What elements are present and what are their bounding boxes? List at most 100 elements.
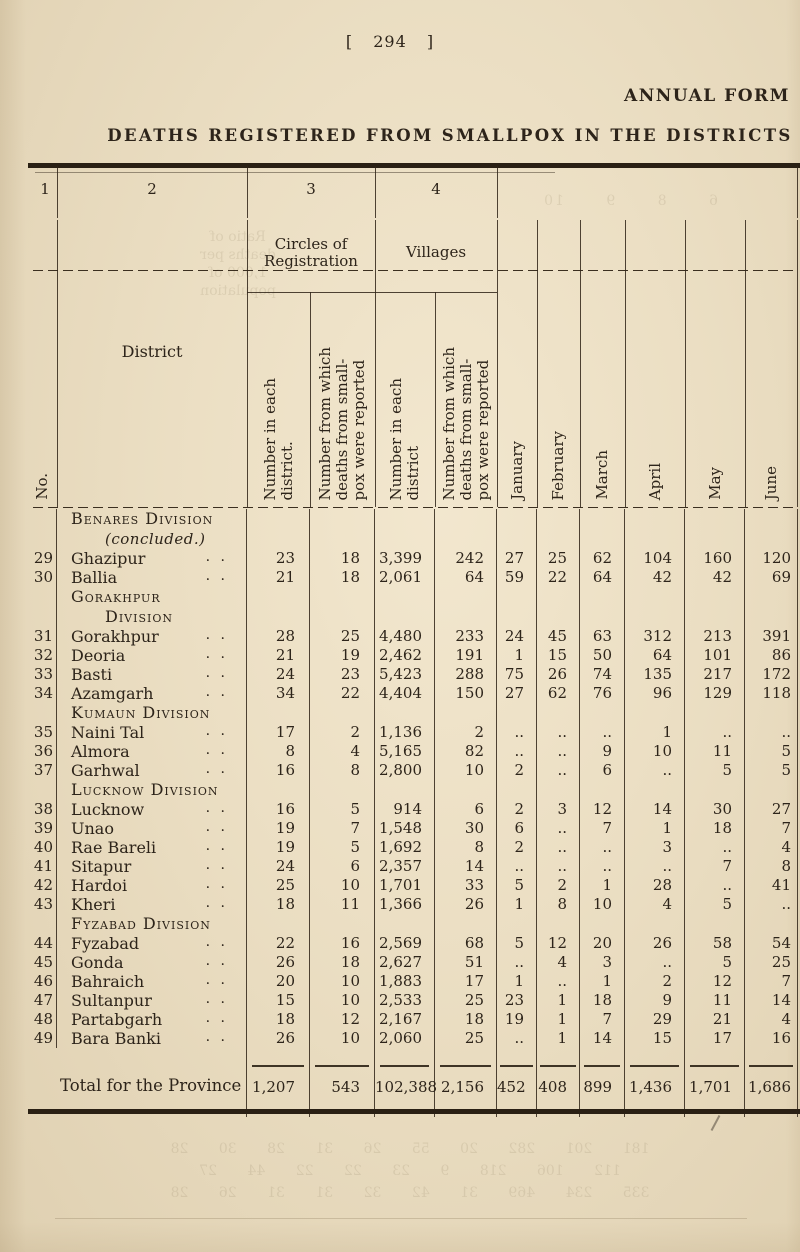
total-value-cell: 899	[580, 1048, 625, 1117]
total-value-text: 543	[331, 1078, 360, 1096]
ditto-dots: . .	[205, 723, 228, 739]
empty-cell	[685, 914, 745, 934]
value-cell: 34	[247, 684, 310, 703]
district-name-text: Gorakhpur	[71, 627, 159, 646]
value-cell: 96	[625, 684, 685, 703]
header-dashed-rule	[33, 507, 798, 509]
value-cell: 11	[310, 895, 375, 914]
table-row: 29 Ghazipur . . 23 18 3,399 242 27 25 62 104 160 120	[33, 549, 798, 568]
empty-cell	[580, 914, 625, 934]
row-number: 40	[33, 838, 57, 857]
value-cell: 25	[745, 953, 798, 972]
district-name: Ballia . .	[57, 568, 247, 587]
total-separator-rule	[379, 1065, 430, 1067]
value-cell: ..	[537, 723, 580, 742]
group-underline	[247, 292, 375, 293]
ditto-dots: . .	[205, 876, 228, 892]
value-cell: 10	[625, 742, 685, 761]
value-cell: ..	[537, 972, 580, 991]
value-cell: 242	[435, 549, 497, 568]
header-villages-number-reported: Number from which deaths from small- pox…	[435, 292, 497, 501]
value-cell: 16	[745, 1029, 798, 1048]
value-cell: 10	[310, 972, 375, 991]
value-cell: 62	[580, 549, 625, 568]
cell-no	[33, 703, 57, 723]
ditto-dots: . .	[205, 627, 228, 643]
empty-cell	[247, 780, 310, 800]
ditto-dots: . .	[205, 761, 228, 777]
district-name-text: Basti	[71, 665, 113, 684]
value-cell: 16	[247, 800, 310, 819]
ditto-dots: . .	[205, 1029, 228, 1045]
value-cell: 54	[745, 934, 798, 953]
empty-cell	[745, 587, 798, 627]
group-underline	[375, 292, 497, 293]
division-name: Gorakhpur Division	[57, 587, 247, 627]
row-number: 42	[33, 876, 57, 895]
value-cell: 6	[580, 761, 625, 780]
value-cell: ..	[580, 857, 625, 876]
total-value-cell: 1,436	[625, 1048, 685, 1117]
district-name: Bara Banki . .	[57, 1029, 247, 1048]
empty-cell	[497, 914, 537, 934]
value-cell: 25	[247, 876, 310, 895]
value-cell: 6	[435, 800, 497, 819]
value-cell: 19	[247, 819, 310, 838]
value-cell: 18	[310, 568, 375, 587]
value-cell: 25	[435, 991, 497, 1010]
empty-cell	[435, 914, 497, 934]
division-name: Lucknow Division	[57, 780, 247, 800]
value-cell: 24	[247, 665, 310, 684]
district-name: Fyzabad . .	[57, 934, 247, 953]
table-gridline	[580, 220, 581, 507]
table-row: 32 Deoria . . 21 19 2,462 191 1 15 50 64 101 86	[33, 646, 798, 665]
value-cell: 391	[745, 627, 798, 646]
ditto-dots: . .	[205, 800, 228, 816]
value-cell: ..	[625, 761, 685, 780]
value-cell: 64	[435, 568, 497, 587]
division-name-line: Gorakhpur	[71, 587, 161, 606]
value-cell: 1	[497, 646, 537, 665]
total-value-cell: 452	[497, 1048, 537, 1117]
value-cell: 1,548	[375, 819, 435, 838]
division-name: Kumaun Division	[57, 703, 247, 723]
division-name-line: Benares Division	[71, 509, 214, 528]
value-cell: 20	[247, 972, 310, 991]
table-row: 47 Sultanpur . . 15 10 2,533 25 23 1 18 9 11 14	[33, 991, 798, 1010]
value-cell: 18	[247, 895, 310, 914]
value-cell: 8	[745, 857, 798, 876]
header-circles-number-reported: Number from which deaths from small- pox…	[310, 292, 375, 501]
value-cell: 1,692	[375, 838, 435, 857]
value-cell: 68	[435, 934, 497, 953]
total-value-text: 408	[538, 1078, 567, 1096]
cell-no	[33, 587, 57, 627]
value-cell: 11	[685, 742, 745, 761]
district-name: Sultanpur . .	[57, 991, 247, 1010]
value-cell: 26	[625, 934, 685, 953]
value-cell: 14	[745, 991, 798, 1010]
empty-cell	[537, 703, 580, 723]
district-name-text: Sultanpur	[71, 991, 152, 1010]
empty-cell	[685, 703, 745, 723]
value-cell: 10	[310, 991, 375, 1010]
header-month-february: February	[537, 220, 580, 501]
value-cell: 1	[580, 972, 625, 991]
table-row: 41 Sitapur. . 24 6 2,357 14........ 7 8	[33, 857, 798, 876]
value-cell: 8	[247, 742, 310, 761]
value-cell: 2,569	[375, 934, 435, 953]
value-cell: 129	[685, 684, 745, 703]
row-number: 48	[33, 1010, 57, 1029]
table-gridline	[497, 220, 498, 507]
value-cell: 12	[310, 1010, 375, 1029]
value-cell: 1,366	[375, 895, 435, 914]
column-number: 4	[431, 180, 441, 198]
table-row: 36 Almora. . 8 4 5,165 82.... 9 10 11 5	[33, 742, 798, 761]
table-gridline	[247, 166, 248, 218]
value-cell: 5,165	[375, 742, 435, 761]
ditto-dots: . .	[205, 646, 228, 662]
table-gridline	[797, 220, 798, 507]
table-gridline	[745, 220, 746, 507]
value-cell: 21	[247, 568, 310, 587]
total-value-text: 899	[583, 1078, 612, 1096]
table-header: No. District Circles of Registration Vil…	[33, 220, 798, 507]
